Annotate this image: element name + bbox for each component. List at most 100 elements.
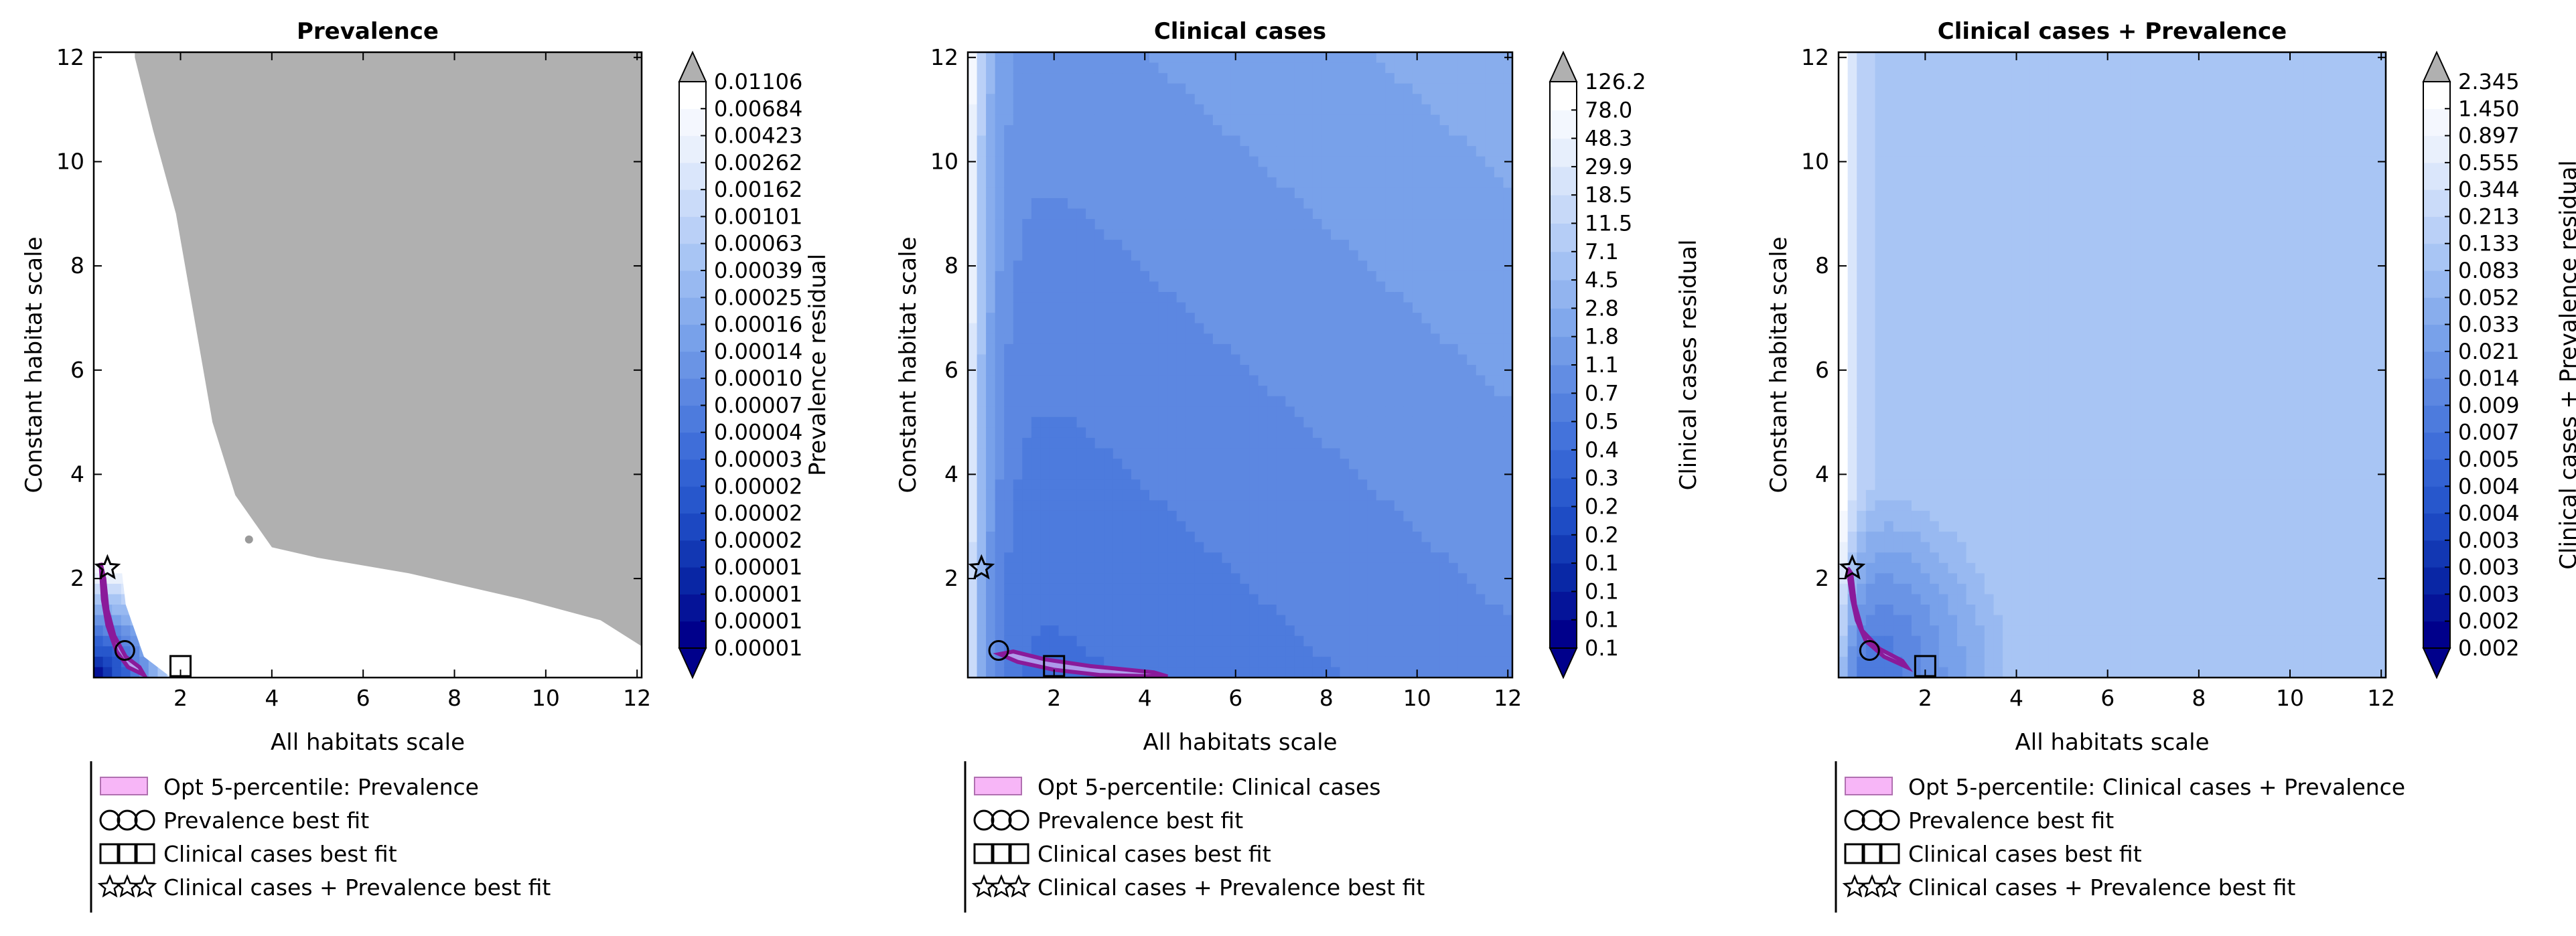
contour-cell — [1149, 605, 1159, 616]
contour-cell — [1031, 281, 1041, 293]
contour-cell — [1086, 489, 1096, 501]
colorbar-segment — [679, 378, 706, 406]
contour-cell — [1086, 625, 1096, 637]
contour-cell — [1068, 219, 1078, 230]
contour-cell — [1049, 343, 1060, 356]
contour-cell — [1058, 187, 1068, 199]
contour-cell — [1058, 52, 1068, 64]
contour-cell — [102, 521, 113, 532]
contour-cell — [1004, 219, 1014, 230]
contour-cell — [102, 562, 113, 574]
contour-cell — [977, 605, 987, 616]
contour-cell — [94, 177, 104, 188]
contour-cell — [1104, 208, 1114, 220]
contour-cell — [1040, 229, 1050, 240]
contour-cell — [94, 323, 104, 334]
contour-cell — [102, 125, 113, 137]
colorbar-tick-label: 0.00039 — [714, 258, 802, 283]
contour-cell — [1022, 52, 1032, 64]
contour-cell — [1131, 605, 1141, 616]
contour-cell — [995, 208, 1005, 220]
contour-cell — [1076, 292, 1086, 303]
contour-cell — [1149, 646, 1159, 657]
contour-cell — [1022, 177, 1032, 188]
contour-cell — [1113, 240, 1123, 251]
contour-cell — [968, 615, 978, 626]
y-tick-label: 2 — [70, 565, 84, 591]
contour-cell — [1049, 427, 1060, 439]
contour-cell — [1058, 542, 1068, 553]
contour-cell — [1031, 437, 1041, 449]
contour-cell — [968, 552, 978, 564]
contour-cell — [1140, 625, 1150, 637]
contour-cell — [1113, 156, 1123, 167]
contour-cell — [102, 479, 113, 491]
contour-cell — [986, 583, 996, 595]
contour-cell — [94, 292, 104, 303]
contour-cell — [968, 240, 978, 251]
contour-cell — [1104, 62, 1114, 74]
contour-cell — [1149, 615, 1159, 626]
contour-cell — [1040, 281, 1050, 293]
contour-cell — [1131, 479, 1141, 491]
contour-cell — [1031, 302, 1041, 313]
contour-cell — [1094, 583, 1104, 595]
contour-cell — [968, 448, 978, 459]
contour-cell — [1094, 52, 1104, 64]
contour-cell — [1104, 656, 1114, 668]
contour-cell — [1040, 104, 1050, 115]
contour-cell — [1068, 437, 1078, 449]
contour-cell — [1049, 646, 1060, 657]
contour-cell — [1068, 532, 1078, 543]
colorbar-tick-label: 0.00001 — [714, 554, 802, 580]
contour-cell — [1076, 646, 1086, 657]
contour-cell — [1049, 354, 1060, 366]
contour-cell — [986, 114, 996, 126]
contour-cell — [102, 94, 113, 105]
contour-cell — [1076, 125, 1086, 137]
contour-cell — [1104, 240, 1114, 251]
contour-cell — [1040, 302, 1050, 313]
contour-cell — [1086, 313, 1096, 324]
contour-cell — [1131, 52, 1141, 64]
contour-cell — [1040, 62, 1050, 74]
contour-cell — [986, 375, 996, 386]
contour-cell — [1131, 635, 1141, 647]
contour-cell — [1113, 323, 1123, 334]
contour-cell — [112, 667, 122, 678]
contour-cell — [1068, 270, 1078, 283]
contour-cell — [1086, 396, 1096, 407]
contour-cell — [1004, 333, 1014, 345]
colorbar-segment — [679, 189, 706, 217]
contour-cell — [1076, 448, 1086, 459]
contour-cell — [1040, 635, 1050, 647]
contour-cell — [1104, 459, 1114, 470]
contour-cell — [1131, 125, 1141, 137]
contour-cell — [102, 62, 113, 74]
contour-cell — [1122, 343, 1132, 356]
contour-cell — [986, 343, 996, 356]
contour-cell — [1013, 125, 1023, 137]
contour-cell — [1022, 573, 1032, 584]
contour-cell — [1049, 135, 1060, 147]
contour-cell — [1140, 302, 1150, 313]
contour-cell — [1113, 542, 1123, 553]
contour-cell — [1094, 354, 1104, 366]
contour-cell — [1131, 427, 1141, 439]
contour-cell — [1031, 542, 1041, 553]
contour-cell — [995, 552, 1005, 564]
contour-cell — [1004, 510, 1014, 522]
contour-cell — [194, 396, 204, 407]
y-tick-label: 8 — [70, 252, 84, 279]
contour-cell — [986, 313, 996, 324]
contour-cell — [1094, 260, 1104, 272]
contour-cell — [1131, 333, 1141, 345]
contour-cell — [1076, 416, 1086, 428]
contour-cell — [1031, 83, 1041, 94]
y-tick-label: 10 — [56, 148, 84, 174]
contour-cell — [1104, 114, 1114, 126]
combined-best-fit-marker — [94, 554, 121, 580]
contour-cell — [1076, 198, 1086, 210]
contour-cell — [1022, 500, 1032, 512]
contour-cell — [1022, 562, 1032, 574]
